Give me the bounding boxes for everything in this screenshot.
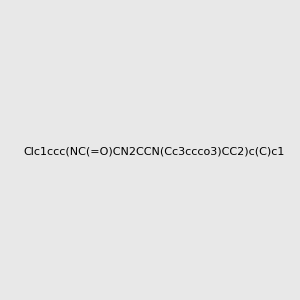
Text: Clc1ccc(NC(=O)CN2CCN(Cc3ccco3)CC2)c(C)c1: Clc1ccc(NC(=O)CN2CCN(Cc3ccco3)CC2)c(C)c1 <box>23 146 284 157</box>
